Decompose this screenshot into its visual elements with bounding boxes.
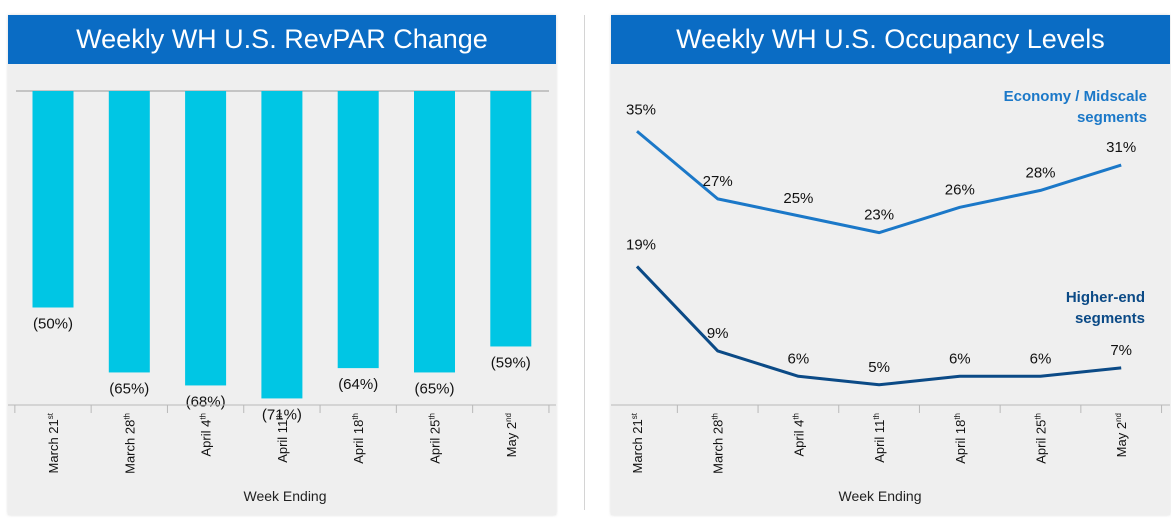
economy-midscale-value-label: 25% bbox=[783, 190, 813, 207]
x-axis-title: Week Ending bbox=[838, 488, 921, 504]
higher-end-value-label: 6% bbox=[949, 350, 971, 367]
x-tick-label: April 18th bbox=[351, 413, 366, 464]
revpar-value-label: (65%) bbox=[414, 380, 454, 397]
higher-end-value-label: 9% bbox=[707, 325, 729, 342]
occupancy-line-chart: 35% 27% 25% 23% 26% 28% 31% 19% 9% 6% 5% 6% 6% 7% Econ… bbox=[611, 88, 1170, 504]
revpar-value-label: (65%) bbox=[109, 380, 149, 397]
revpar-bar bbox=[414, 91, 455, 373]
revpar-value-label: (50%) bbox=[33, 316, 73, 333]
x-axis-title: Week Ending bbox=[243, 488, 326, 504]
revpar-value-label: (71%) bbox=[262, 406, 302, 423]
x-tick-label: April 18th bbox=[953, 413, 968, 464]
revpar-bar bbox=[490, 91, 532, 347]
x-tick-label: May 2nd bbox=[504, 413, 519, 457]
economy-midscale-series-label: Economy / Midscale segments bbox=[1004, 88, 1147, 126]
x-tick-label: April 11th bbox=[275, 413, 290, 463]
x-tick-label: May 2nd bbox=[1114, 413, 1129, 457]
revpar-bar bbox=[337, 91, 379, 369]
revpar-bar bbox=[108, 91, 150, 373]
x-tick-label: April 25th bbox=[1034, 413, 1049, 464]
x-tick-label: March 28th bbox=[122, 413, 137, 474]
economy-midscale-value-label: 23% bbox=[864, 207, 894, 224]
revpar-chart-panel: Weekly WH U.S. RevPAR Change (50%) (65%)(… bbox=[8, 15, 556, 515]
higher-end-value-label: 7% bbox=[1110, 342, 1132, 359]
higher-end-line bbox=[635, 265, 1122, 387]
x-tick-label: March 28th bbox=[711, 413, 726, 474]
revpar-value-label: (59%) bbox=[491, 354, 531, 371]
economy-midscale-value-label: 31% bbox=[1106, 139, 1136, 156]
occupancy-chart-title: Weekly WH U.S. Occupancy Levels bbox=[611, 15, 1170, 64]
x-tick-label: April 4th bbox=[199, 413, 214, 457]
revpar-bar-chart: (50%) (65%) (68%) (71%) (64%) (65%) (59%) March… bbox=[8, 90, 556, 504]
higher-end-value-label: 5% bbox=[868, 359, 890, 376]
revpar-bar bbox=[185, 91, 227, 386]
revpar-value-label: (68%) bbox=[186, 393, 226, 410]
higher-end-value-label: 19% bbox=[626, 236, 656, 253]
x-tick-label: March 21st bbox=[630, 412, 645, 473]
x-tick-label: April 25th bbox=[428, 413, 443, 464]
x-tick-label: April 4th bbox=[791, 413, 806, 457]
economy-midscale-value-label: 26% bbox=[945, 181, 975, 198]
x-tick-label: March 21st bbox=[46, 412, 61, 473]
higher-end-value-label: 6% bbox=[788, 350, 810, 367]
economy-midscale-value-label: 27% bbox=[703, 173, 733, 190]
revpar-bar bbox=[261, 91, 303, 399]
revpar-chart-title: Weekly WH U.S. RevPAR Change bbox=[8, 15, 556, 64]
economy-midscale-line bbox=[636, 130, 1122, 235]
revpar-value-label: (64%) bbox=[338, 376, 378, 393]
higher-end-value-label: 6% bbox=[1030, 350, 1052, 367]
x-tick-label: April 11th bbox=[872, 413, 887, 463]
economy-midscale-value-label: 35% bbox=[626, 101, 656, 118]
higher-end-series-label: Higher-end segments bbox=[1066, 289, 1145, 327]
revpar-bar bbox=[32, 91, 74, 308]
occupancy-chart-panel: Weekly WH U.S. Occupancy Levels 35% 27% 25… bbox=[611, 15, 1170, 515]
panel-divider bbox=[584, 15, 585, 510]
economy-midscale-value-label: 28% bbox=[1025, 164, 1055, 181]
